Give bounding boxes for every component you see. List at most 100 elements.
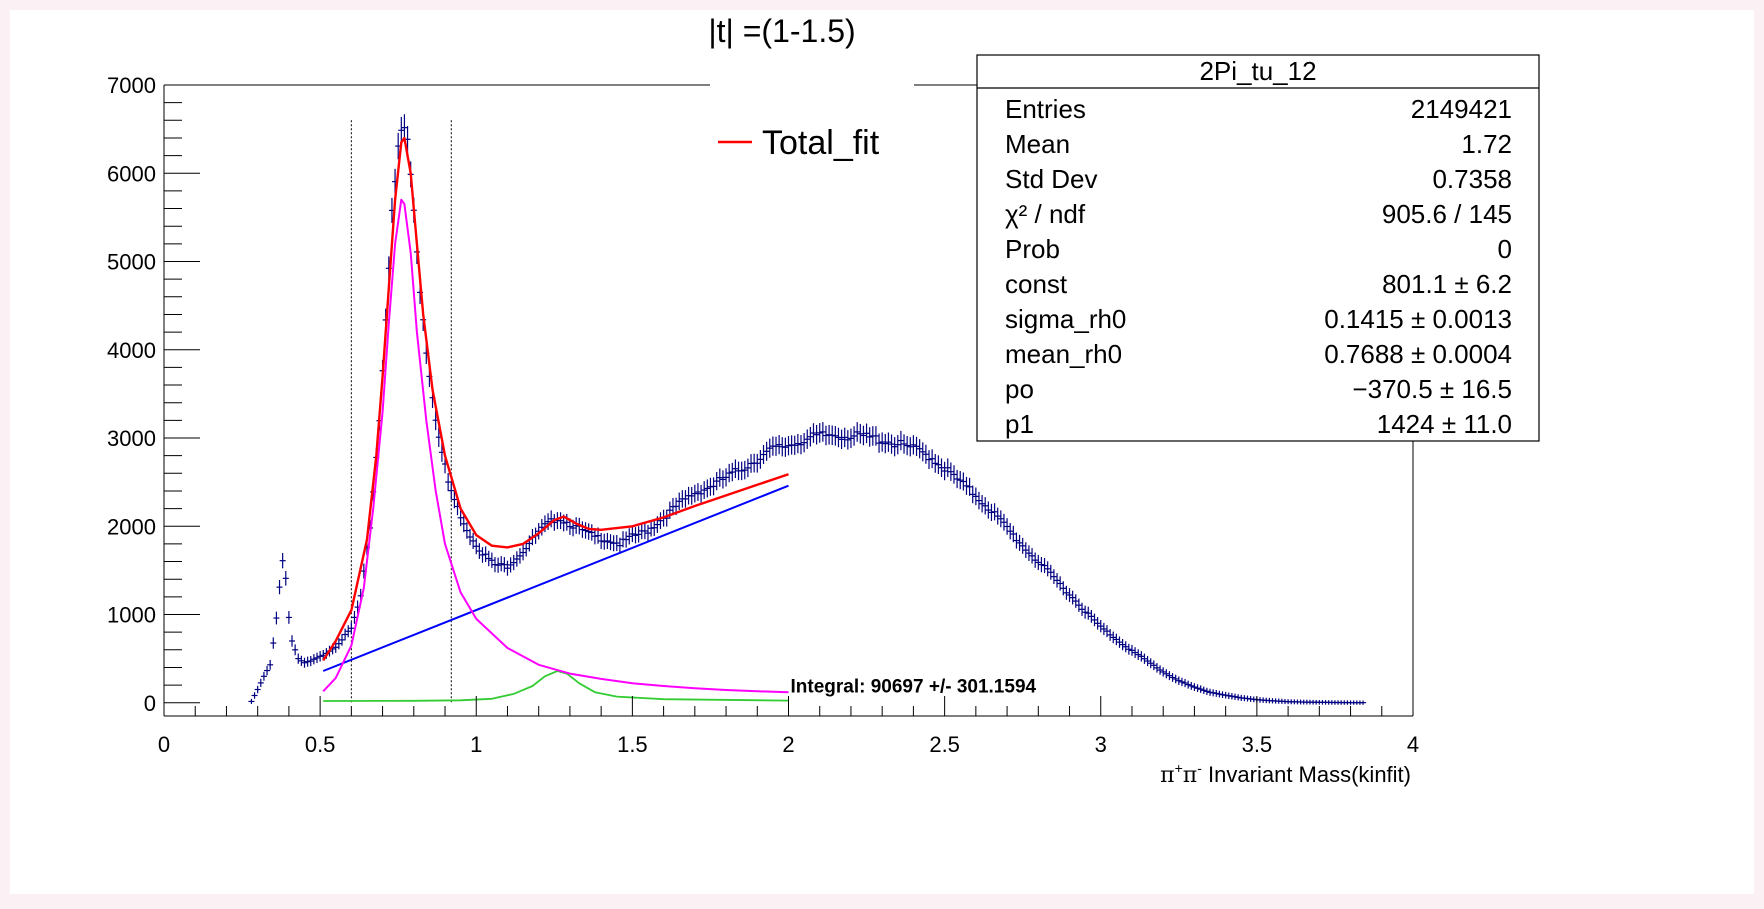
data-point	[810, 423, 817, 443]
data-point	[460, 515, 467, 533]
data-point	[807, 426, 814, 447]
data-point	[819, 422, 826, 442]
data-point	[1110, 631, 1117, 644]
stats-label: const	[1005, 269, 1068, 299]
data-point	[520, 544, 527, 561]
stats-label: mean_rh0	[1005, 339, 1122, 369]
data-point	[1163, 669, 1170, 679]
data-point	[997, 510, 1004, 528]
data-point	[1116, 636, 1123, 648]
data-point	[292, 644, 299, 656]
data-point	[860, 425, 867, 446]
data-point	[516, 548, 523, 564]
data-point	[616, 537, 623, 554]
data-point	[1191, 683, 1198, 691]
data-point	[1007, 522, 1014, 540]
stats-label: Prob	[1005, 234, 1060, 264]
data-point	[991, 503, 998, 521]
data-point	[1128, 644, 1135, 656]
data-point	[882, 433, 889, 454]
y-tick-label: 4000	[107, 338, 156, 363]
data-point	[1063, 585, 1070, 600]
data-point	[876, 433, 883, 453]
data-point	[760, 445, 767, 465]
data-point	[676, 492, 683, 511]
data-point	[785, 436, 792, 456]
data-point	[704, 479, 711, 498]
data-point	[773, 436, 780, 456]
data-point	[1141, 653, 1148, 664]
data-point	[1213, 689, 1220, 697]
integral-annotation: Integral: 90697 +/- 301.1594	[791, 676, 1037, 697]
data-point	[816, 423, 823, 443]
data-point	[1072, 594, 1079, 608]
data-point	[1010, 525, 1017, 543]
data-point	[557, 512, 564, 530]
data-point	[938, 458, 945, 478]
data-point	[1044, 561, 1051, 577]
data-point	[1029, 548, 1036, 564]
data-point	[813, 424, 820, 445]
data-point	[498, 556, 505, 572]
x-tick-label: 3	[1095, 732, 1107, 757]
data-point	[926, 450, 933, 470]
stats-value: 1.72	[1461, 129, 1512, 159]
data-point	[285, 611, 292, 624]
data-point	[613, 535, 620, 552]
data-point	[1166, 671, 1173, 681]
data-point	[657, 512, 664, 530]
data-point	[538, 518, 545, 536]
stats-label: Mean	[1005, 129, 1070, 159]
stats-box	[976, 54, 1540, 442]
data-point	[264, 665, 271, 676]
x-axis-label-part: Invariant Mass(kinfit)	[1202, 762, 1411, 787]
data-point	[907, 437, 914, 457]
data-point	[304, 656, 311, 667]
legend-box	[712, 95, 912, 175]
data-point	[401, 114, 408, 142]
data-point	[994, 507, 1001, 525]
data-point	[835, 427, 842, 448]
data-point	[1119, 638, 1126, 651]
data-point	[582, 522, 589, 539]
stats-value: 0.7688 ± 0.0004	[1324, 339, 1512, 369]
data-point	[982, 497, 989, 515]
data-point	[473, 538, 480, 555]
data-point	[919, 442, 926, 462]
data-point	[916, 439, 923, 459]
data-point	[1232, 693, 1239, 700]
data-point	[298, 655, 305, 666]
data-point	[335, 638, 342, 650]
data-point	[1194, 684, 1201, 692]
data-point	[513, 551, 520, 567]
data-point	[838, 429, 845, 450]
data-point	[1004, 518, 1011, 535]
data-point	[601, 533, 608, 550]
data-point	[1050, 569, 1057, 584]
data-point	[504, 560, 511, 576]
data-point	[1097, 619, 1104, 633]
data-point	[1025, 545, 1032, 561]
x-axis-label-part: π	[1183, 763, 1197, 788]
data-point	[797, 435, 804, 455]
y-tick-label: 0	[144, 691, 156, 716]
data-point	[342, 628, 349, 641]
y-tick-label: 6000	[107, 161, 156, 186]
stats-box-title: 2Pi_tu_12	[1199, 56, 1316, 86]
data-point	[1075, 598, 1082, 612]
background-fit-line	[322, 484, 789, 672]
data-point	[726, 463, 733, 483]
data-point	[523, 540, 530, 557]
data-point	[754, 453, 761, 473]
x-tick-label: 1.5	[617, 732, 648, 757]
data-point	[1360, 700, 1367, 705]
x-axis-label-part: π	[1160, 763, 1174, 788]
data-point	[904, 435, 911, 456]
data-point	[1088, 609, 1095, 623]
data-point	[545, 513, 552, 531]
data-point	[776, 434, 783, 455]
data-point	[1000, 513, 1007, 531]
data-point	[682, 490, 689, 508]
data-point	[607, 534, 614, 551]
